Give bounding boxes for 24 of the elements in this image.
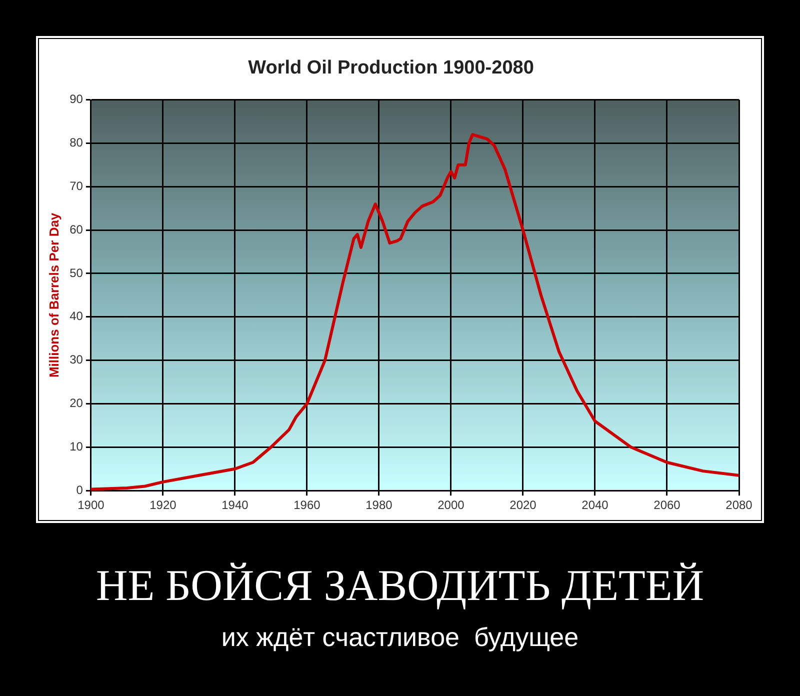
x-tick-label: 1960 (294, 498, 321, 512)
y-tick-label: 0 (76, 482, 84, 497)
x-tick-label: 1940 (222, 498, 249, 512)
y-tick-label: 90 (70, 92, 84, 106)
y-tick-label: 80 (70, 136, 84, 150)
y-tick-label: 70 (70, 178, 84, 193)
x-tick-label: 2000 (438, 498, 465, 512)
y-axis-title: Millions of Barrels Per Day (46, 212, 62, 378)
y-tick-label: 30 (70, 352, 84, 367)
x-tick-label: 2020 (510, 498, 537, 512)
chart-title: World Oil Production 1900-2080 (248, 58, 534, 79)
y-tick-label: 20 (70, 396, 84, 410)
x-tick-label: 1920 (150, 498, 177, 512)
x-tick-label: 1900 (78, 498, 105, 512)
x-tick-label: 2060 (654, 498, 681, 512)
y-tick-label: 60 (70, 222, 84, 236)
x-tick-label: 1980 (366, 498, 393, 512)
y-tick-label: 50 (70, 266, 84, 280)
y-tick-label: 10 (70, 439, 84, 454)
x-tick-label: 2080 (726, 498, 753, 512)
y-tick-label: 40 (70, 309, 84, 324)
text: их ждёт счастливое будущее (220, 622, 580, 653)
text: НЕ БОЙСЯ ЗАВОДИТЬ ДЕТЕЙ (95, 560, 705, 611)
x-tick-label: 2040 (582, 498, 609, 512)
